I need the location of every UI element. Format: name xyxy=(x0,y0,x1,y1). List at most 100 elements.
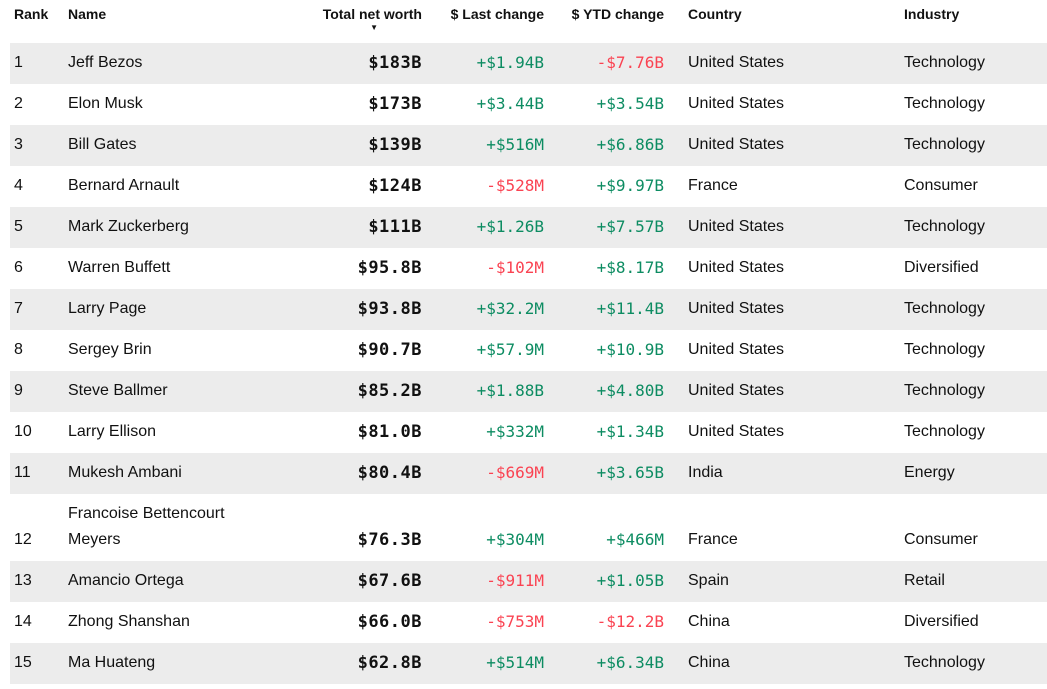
cell-name: Mukesh Ambani xyxy=(68,464,182,481)
table-row[interactable]: 1 Jeff Bezos $183B +$1.94B -$7.76B United Sta… xyxy=(10,43,1047,84)
cell-ytd-change: +$10.9B xyxy=(596,340,664,359)
cell-name: Bill Gates xyxy=(68,136,137,153)
cell-ytd-change: +$7.57B xyxy=(596,217,664,236)
cell-industry: Technology xyxy=(904,54,985,71)
cell-rank: 10 xyxy=(14,423,32,440)
cell-country: China xyxy=(688,654,730,671)
cell-last-change: -$753M xyxy=(486,612,544,631)
cell-last-change: +$516M xyxy=(486,135,544,154)
cell-net-worth: $90.7B xyxy=(357,340,422,360)
cell-industry: Technology xyxy=(904,136,985,153)
cell-country: United States xyxy=(688,300,785,317)
cell-net-worth: $183B xyxy=(368,53,422,73)
table-row[interactable]: 6 Warren Buffett $95.8B -$102M +$8.17B United… xyxy=(10,248,1047,289)
cell-country: France xyxy=(688,531,738,548)
cell-rank: 4 xyxy=(14,177,23,194)
cell-name: Jeff Bezos xyxy=(68,54,143,71)
cell-name: Mark Zuckerberg xyxy=(68,218,189,235)
cell-ytd-change: +$11.4B xyxy=(596,299,664,318)
cell-last-change: +$1.26B xyxy=(476,217,544,236)
cell-rank: 7 xyxy=(14,300,23,317)
table-row[interactable]: 11 Mukesh Ambani $80.4B -$669M +$3.65B India E… xyxy=(10,453,1047,494)
cell-net-worth: $62.8B xyxy=(357,653,422,673)
column-header-last-change[interactable]: $ Last change xyxy=(450,6,544,22)
cell-ytd-change: +$6.86B xyxy=(596,135,664,154)
cell-country: United States xyxy=(688,95,785,112)
cell-ytd-change: +$9.97B xyxy=(596,176,664,195)
cell-rank: 6 xyxy=(14,259,23,276)
cell-name: Francoise Bettencourt Meyers xyxy=(68,505,225,548)
cell-last-change: +$32.2M xyxy=(476,299,544,318)
cell-industry: Technology xyxy=(904,654,985,671)
column-header-rank[interactable]: Rank xyxy=(14,6,49,22)
cell-last-change: +$332M xyxy=(486,422,544,441)
table-row[interactable]: 14 Zhong Shanshan $66.0B -$753M -$12.2B China… xyxy=(10,602,1047,643)
table-row[interactable]: 3 Bill Gates $139B +$516M +$6.86B United Stat… xyxy=(10,125,1047,166)
cell-country: United States xyxy=(688,341,785,358)
cell-rank: 8 xyxy=(14,341,23,358)
column-header-total-net-worth-label: Total net worth xyxy=(322,6,422,22)
cell-industry: Technology xyxy=(904,218,985,235)
cell-net-worth: $93.8B xyxy=(357,299,422,319)
cell-country: United States xyxy=(688,423,785,440)
cell-last-change: -$911M xyxy=(486,571,544,590)
cell-net-worth: $76.3B xyxy=(357,530,422,550)
cell-net-worth: $111B xyxy=(368,217,422,237)
cell-net-worth: $85.2B xyxy=(357,381,422,401)
table-row[interactable]: 13 Amancio Ortega $67.6B -$911M +$1.05B Spain… xyxy=(10,561,1047,602)
cell-rank: 14 xyxy=(14,613,32,630)
cell-rank: 1 xyxy=(14,54,23,71)
cell-industry: Technology xyxy=(904,341,985,358)
table-row[interactable]: 12 Francoise Bettencourt Meyers $76.3B +$30… xyxy=(10,494,1047,561)
cell-country: France xyxy=(688,177,738,194)
table-row[interactable]: 10 Larry Ellison $81.0B +$332M +$1.34B United… xyxy=(10,412,1047,453)
column-header-country[interactable]: Country xyxy=(688,6,742,22)
column-header-total-net-worth[interactable]: Total net worth ▼ xyxy=(248,0,422,43)
cell-country: United States xyxy=(688,54,785,71)
table-row[interactable]: 2 Elon Musk $173B +$3.44B +$3.54B United Stat… xyxy=(10,84,1047,125)
table-row[interactable]: 7 Larry Page $93.8B +$32.2M +$11.4B United St… xyxy=(10,289,1047,330)
cell-industry: Technology xyxy=(904,95,985,112)
cell-ytd-change: +$1.05B xyxy=(596,571,664,590)
cell-rank: 13 xyxy=(14,572,32,589)
cell-name: Warren Buffett xyxy=(68,259,171,276)
cell-country: United States xyxy=(688,259,785,276)
cell-name: Bernard Arnault xyxy=(68,177,180,194)
table-row[interactable]: 15 Ma Huateng $62.8B +$514M +$6.34B China Tech… xyxy=(10,643,1047,684)
cell-ytd-change: +$4.80B xyxy=(596,381,664,400)
cell-last-change: +$304M xyxy=(486,530,544,549)
cell-rank: 5 xyxy=(14,218,23,235)
cell-country: Spain xyxy=(688,572,729,589)
cell-rank: 3 xyxy=(14,136,23,153)
cell-country: India xyxy=(688,464,723,481)
column-header-industry[interactable]: Industry xyxy=(904,6,960,22)
cell-country: United States xyxy=(688,382,785,399)
header-row: Rank Name Total net worth ▼ $ Last chang… xyxy=(10,0,1047,43)
cell-industry: Diversified xyxy=(904,613,979,630)
cell-country: United States xyxy=(688,136,785,153)
cell-net-worth: $95.8B xyxy=(357,258,422,278)
cell-last-change: +$3.44B xyxy=(476,94,544,113)
cell-ytd-change: +$8.17B xyxy=(596,258,664,277)
cell-rank: 11 xyxy=(14,464,31,481)
column-header-name[interactable]: Name xyxy=(68,6,107,22)
cell-net-worth: $124B xyxy=(368,176,422,196)
table-row[interactable]: 5 Mark Zuckerberg $111B +$1.26B +$7.57B Unite… xyxy=(10,207,1047,248)
table-row[interactable]: 9 Steve Ballmer $85.2B +$1.88B +$4.80B United… xyxy=(10,371,1047,412)
cell-industry: Consumer xyxy=(904,177,978,194)
cell-industry: Diversified xyxy=(904,259,979,276)
cell-ytd-change: +$1.34B xyxy=(596,422,664,441)
billionaires-table: Rank Name Total net worth ▼ $ Last chang… xyxy=(10,0,1047,684)
cell-ytd-change: +$3.54B xyxy=(596,94,664,113)
sort-descending-icon: ▼ xyxy=(370,23,378,32)
table-row[interactable]: 4 Bernard Arnault $124B -$528M +$9.97B France… xyxy=(10,166,1047,207)
cell-ytd-change: +$466M xyxy=(606,530,664,549)
cell-rank: 15 xyxy=(14,654,32,671)
table-row[interactable]: 8 Sergey Brin $90.7B +$57.9M +$10.9B United S… xyxy=(10,330,1047,371)
cell-last-change: -$669M xyxy=(486,463,544,482)
cell-name: Larry Page xyxy=(68,300,147,317)
cell-rank: 12 xyxy=(14,531,32,548)
cell-ytd-change: +$3.65B xyxy=(596,463,664,482)
cell-ytd-change: +$6.34B xyxy=(596,653,664,672)
column-header-ytd-change[interactable]: $ YTD change xyxy=(571,6,664,22)
